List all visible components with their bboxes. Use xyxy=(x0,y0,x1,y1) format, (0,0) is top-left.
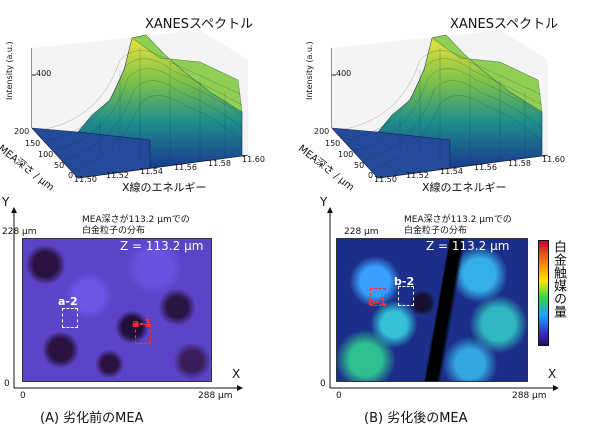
xanes-ytick-a: 400 xyxy=(36,69,52,78)
caption-b: (B) 劣化後のMEA xyxy=(364,411,468,426)
xanes-xlabel-a: X線のエネルギー xyxy=(122,181,207,194)
map-y-top-a: 228 μm xyxy=(2,227,37,237)
map-origin-y-b: 0 xyxy=(320,379,326,389)
xtick-b-1156: 11.56 xyxy=(474,163,497,172)
xanes-ylabel-a: Intensity (a.u.) xyxy=(5,41,14,100)
colorbar-label-text: 白金触媒の量 xyxy=(551,240,566,318)
map-panel-b: Y X 228 μm 0 0 288 μm b-2 b-1 MEA深さが113.… xyxy=(300,196,600,441)
map-origin-x-a: 0 xyxy=(20,391,26,401)
xtick-b-1158: 11.58 xyxy=(508,159,531,168)
map-title-b-line2: 白金粒子の分布 xyxy=(404,226,468,236)
map-z-label-b: Z = 113.2 μm xyxy=(426,239,510,253)
xtick-a-1158: 11.58 xyxy=(208,159,231,168)
map-axes-b xyxy=(327,207,559,391)
xtick-b-1160: 11.60 xyxy=(542,155,565,164)
roi-label-b2: b-2 xyxy=(394,275,415,288)
roi-label-b1: b-1 xyxy=(368,297,387,308)
colorbar xyxy=(538,240,549,346)
roi-marker-b2 xyxy=(398,286,414,306)
map-z-label-a: Z = 113.2 μm xyxy=(120,239,204,253)
platinum-map-b xyxy=(336,238,528,382)
xanes-ylabel-b: Intensity (a.u.) xyxy=(305,41,314,100)
depth-tick-b-0: 0 xyxy=(368,171,374,180)
depth-tick-a-150: 150 xyxy=(25,139,41,148)
caption-a: (A) 劣化前のMEA xyxy=(40,411,144,426)
map-x-right-b: 288 μm xyxy=(512,391,547,401)
colorbar-label: 白金触媒の量 xyxy=(551,240,566,318)
roi-label-a1: a-1 xyxy=(132,317,152,330)
depth-tick-b-200: 200 xyxy=(314,127,330,136)
map-origin-y-a: 0 xyxy=(4,379,10,389)
xtick-a-1152: 11.52 xyxy=(106,171,129,180)
xtick-b-1150: 11.50 xyxy=(374,175,397,184)
depth-tick-a-200: 200 xyxy=(14,127,30,136)
map-title-a-line2: 白金粒子の分布 xyxy=(82,226,146,236)
roi-marker-a1 xyxy=(135,324,151,344)
map-x-axis-a: X xyxy=(232,367,241,381)
depth-tick-b-50: 50 xyxy=(354,161,365,170)
xanes-plot-b: XANESスペクトル Intensity (a.u.) 400 200 150 … xyxy=(296,0,590,200)
map-y-axis-b: Y xyxy=(320,195,328,209)
platinum-map-a xyxy=(22,238,212,382)
xtick-a-1154: 11.54 xyxy=(140,167,163,176)
roi-label-a2: a-2 xyxy=(58,295,78,308)
depth-tick-b-100: 100 xyxy=(338,150,354,159)
depth-tick-b-150: 150 xyxy=(325,139,341,148)
map-axes-a xyxy=(11,207,243,391)
xtick-b-1152: 11.52 xyxy=(406,171,429,180)
roi-marker-a2 xyxy=(62,308,78,328)
xanes-title-a: XANESスペクトル xyxy=(145,17,254,32)
xtick-a-1160: 11.60 xyxy=(242,155,265,164)
map-x-axis-b: X xyxy=(548,367,557,381)
map-x-right-a: 288 μm xyxy=(198,391,233,401)
xanes-surface-b xyxy=(331,30,549,179)
xanes-ytick-b: 400 xyxy=(336,69,352,78)
depth-tick-a-0: 0 xyxy=(68,171,74,180)
map-panel-a: Y X 228 μm 0 0 288 μm a-2 a-1 MEA深さが113.… xyxy=(0,196,300,441)
xanes-xlabel-b: X線のエネルギー xyxy=(422,181,507,194)
map-y-top-b: 228 μm xyxy=(344,227,379,237)
depth-tick-a-50: 50 xyxy=(54,161,65,170)
roi-marker-b1 xyxy=(370,288,386,306)
xanes-plot-a: XANESスペクトル Intensity (a.u.) 400 200 150 … xyxy=(0,0,290,200)
xtick-b-1154: 11.54 xyxy=(440,167,463,176)
map-title-a-line1: MEA深さが113.2 μmでの xyxy=(82,215,190,225)
xanes-title-b: XANESスペクトル xyxy=(450,17,559,32)
depth-tick-a-100: 100 xyxy=(38,150,54,159)
map-origin-x-b: 0 xyxy=(336,391,342,401)
xtick-a-1156: 11.56 xyxy=(174,163,197,172)
xanes-surface-a xyxy=(31,30,249,179)
map-y-axis-a: Y xyxy=(2,195,10,209)
xtick-a-1150: 11.50 xyxy=(74,175,97,184)
map-title-b-line1: MEA深さが113.2 μmでの xyxy=(404,215,512,225)
